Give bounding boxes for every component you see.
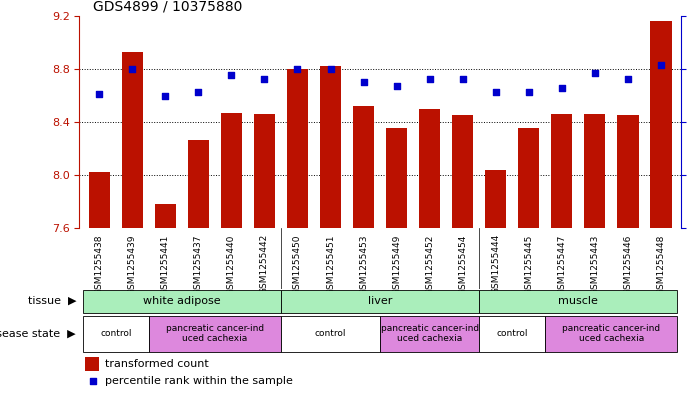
Bar bbox=[220, 112, 242, 228]
Point bbox=[655, 61, 666, 68]
Bar bbox=[149, 316, 281, 352]
Bar bbox=[386, 129, 407, 228]
Text: pancreatic cancer-ind
uced cachexia: pancreatic cancer-ind uced cachexia bbox=[381, 323, 479, 343]
Bar bbox=[485, 170, 507, 228]
Bar bbox=[188, 140, 209, 228]
Bar bbox=[479, 290, 677, 313]
Point bbox=[126, 66, 138, 72]
Bar bbox=[479, 316, 545, 352]
Bar bbox=[83, 290, 281, 313]
Bar bbox=[86, 357, 99, 371]
Bar bbox=[551, 114, 572, 228]
Text: control: control bbox=[496, 329, 528, 338]
Point bbox=[523, 89, 534, 95]
Bar bbox=[617, 115, 638, 228]
Text: transformed count: transformed count bbox=[105, 358, 209, 369]
Bar bbox=[155, 204, 176, 228]
Bar bbox=[287, 69, 308, 228]
Text: white adipose: white adipose bbox=[143, 296, 220, 306]
Bar bbox=[88, 172, 110, 228]
Bar bbox=[419, 108, 440, 228]
Point bbox=[556, 85, 567, 91]
Bar bbox=[83, 316, 149, 352]
Point bbox=[259, 76, 270, 83]
Bar bbox=[380, 316, 479, 352]
Point bbox=[226, 72, 237, 78]
Bar bbox=[122, 51, 143, 228]
Bar bbox=[545, 316, 677, 352]
Bar bbox=[518, 129, 540, 228]
Text: percentile rank within the sample: percentile rank within the sample bbox=[105, 376, 292, 386]
Text: control: control bbox=[100, 329, 131, 338]
Point bbox=[325, 66, 336, 72]
Point bbox=[87, 378, 98, 384]
Point bbox=[193, 89, 204, 95]
Bar bbox=[650, 21, 672, 228]
Bar bbox=[254, 114, 275, 228]
Bar bbox=[452, 115, 473, 228]
Bar bbox=[353, 106, 375, 228]
Point bbox=[94, 91, 105, 97]
Text: tissue  ▶: tissue ▶ bbox=[28, 296, 76, 306]
Point bbox=[490, 89, 501, 95]
Text: disease state  ▶: disease state ▶ bbox=[0, 328, 76, 338]
Text: muscle: muscle bbox=[558, 296, 598, 306]
Bar bbox=[281, 290, 479, 313]
Point bbox=[589, 70, 600, 76]
Text: pancreatic cancer-ind
uced cachexia: pancreatic cancer-ind uced cachexia bbox=[166, 323, 264, 343]
Point bbox=[391, 83, 402, 89]
Point bbox=[424, 76, 435, 83]
Bar bbox=[584, 114, 605, 228]
Point bbox=[457, 76, 468, 83]
Text: control: control bbox=[315, 329, 346, 338]
Text: liver: liver bbox=[368, 296, 392, 306]
Point bbox=[623, 76, 634, 83]
Point bbox=[160, 93, 171, 99]
Bar bbox=[320, 66, 341, 228]
Text: GDS4899 / 10375880: GDS4899 / 10375880 bbox=[93, 0, 243, 14]
Point bbox=[292, 66, 303, 72]
Text: pancreatic cancer-ind
uced cachexia: pancreatic cancer-ind uced cachexia bbox=[562, 323, 661, 343]
Bar bbox=[281, 316, 380, 352]
Point bbox=[358, 78, 369, 84]
